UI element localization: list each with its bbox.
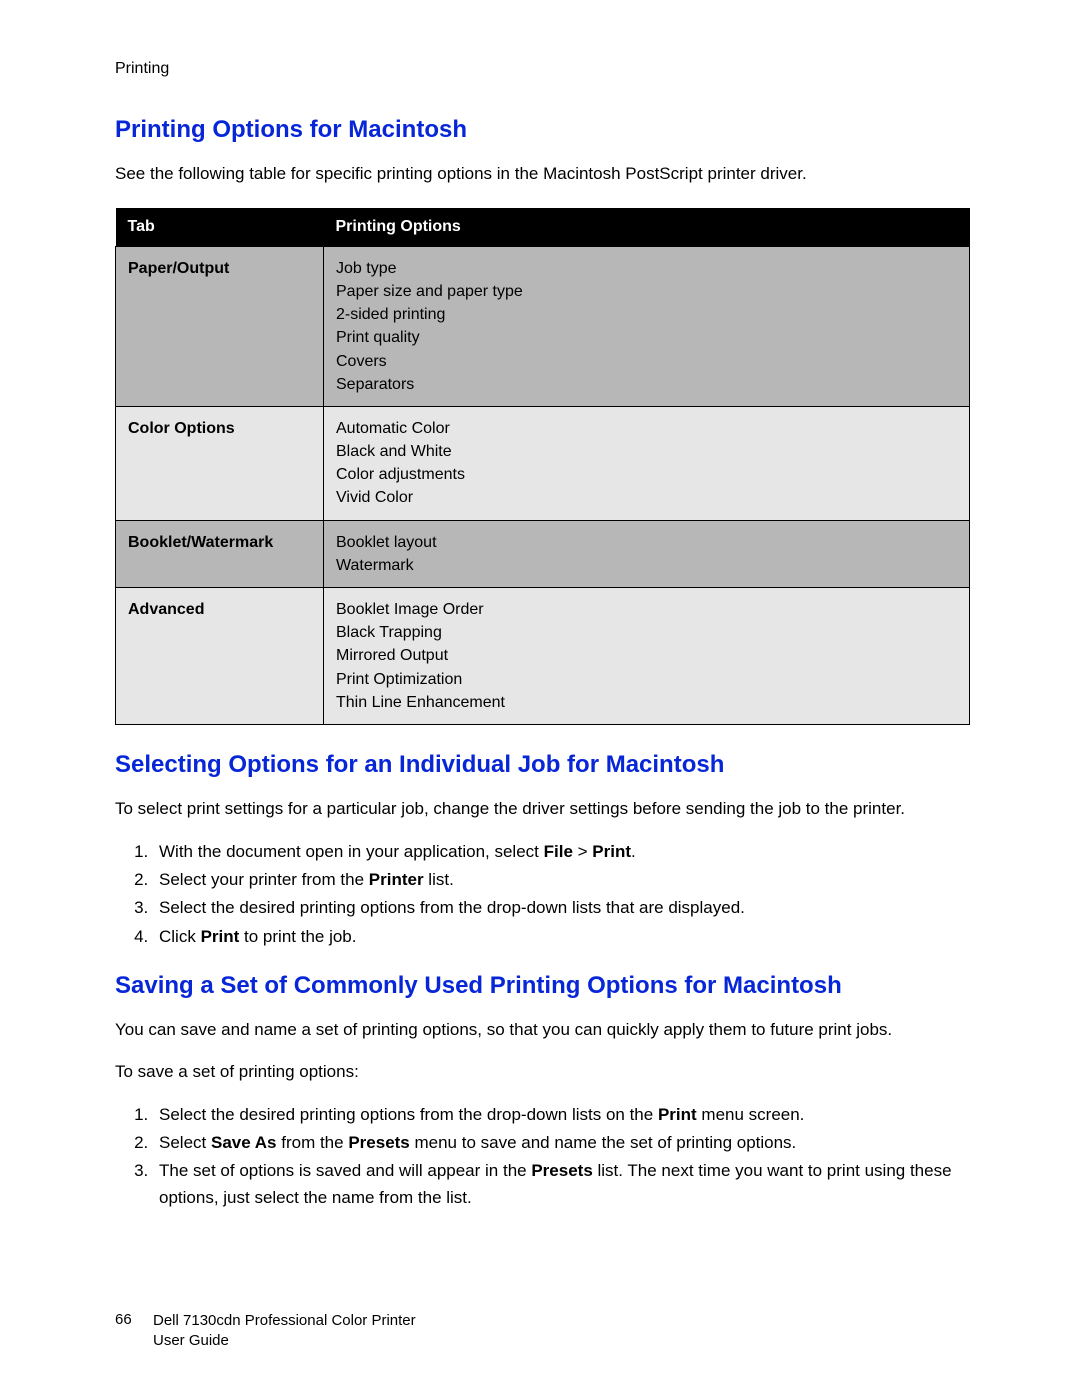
table-row: Color OptionsAutomatic ColorBlack and Wh… (116, 406, 970, 520)
section-tag: Printing (115, 60, 970, 78)
options-table: Tab Printing Options Paper/OutputJob typ… (115, 208, 970, 725)
table-row: AdvancedBooklet Image OrderBlack Trappin… (116, 588, 970, 725)
table-header-row: Tab Printing Options (116, 208, 970, 247)
intro-paragraph: See the following table for specific pri… (115, 162, 970, 186)
footer-text: Dell 7130cdn Professional Color PrinterU… (153, 1311, 416, 1352)
cell-tab: Advanced (116, 588, 324, 725)
heading-printing-options: Printing Options for Macintosh (115, 116, 970, 144)
cell-tab: Paper/Output (116, 246, 324, 406)
th-options: Printing Options (324, 208, 970, 247)
table-row: Paper/OutputJob typePaper size and paper… (116, 246, 970, 406)
table-row: Booklet/WatermarkBooklet layoutWatermark (116, 520, 970, 587)
list-item: Select Save As from the Presets menu to … (153, 1130, 970, 1156)
cell-tab: Color Options (116, 406, 324, 520)
cell-options: Booklet layoutWatermark (324, 520, 970, 587)
saving-intro: You can save and name a set of printing … (115, 1018, 970, 1042)
cell-options: Job typePaper size and paper type2-sided… (324, 246, 970, 406)
saving-steps-list: Select the desired printing options from… (115, 1102, 970, 1211)
selecting-steps-list: With the document open in your applicati… (115, 839, 970, 950)
th-tab: Tab (116, 208, 324, 247)
document-page: Printing Printing Options for Macintosh … (0, 0, 1080, 1392)
cell-options: Automatic ColorBlack and WhiteColor adju… (324, 406, 970, 520)
list-item: Select the desired printing options from… (153, 895, 970, 921)
heading-selecting-options: Selecting Options for an Individual Job … (115, 751, 970, 779)
list-item: With the document open in your applicati… (153, 839, 970, 865)
page-number: 66 (115, 1311, 153, 1328)
cell-options: Booklet Image OrderBlack TrappingMirrore… (324, 588, 970, 725)
cell-tab: Booklet/Watermark (116, 520, 324, 587)
list-item: Click Print to print the job. (153, 924, 970, 950)
list-item: The set of options is saved and will app… (153, 1158, 970, 1211)
heading-saving-options: Saving a Set of Commonly Used Printing O… (115, 972, 970, 1000)
saving-lead: To save a set of printing options: (115, 1060, 970, 1084)
list-item: Select your printer from the Printer lis… (153, 867, 970, 893)
list-item: Select the desired printing options from… (153, 1102, 970, 1128)
selecting-intro: To select print settings for a particula… (115, 797, 970, 821)
page-footer: 66 Dell 7130cdn Professional Color Print… (115, 1311, 970, 1352)
